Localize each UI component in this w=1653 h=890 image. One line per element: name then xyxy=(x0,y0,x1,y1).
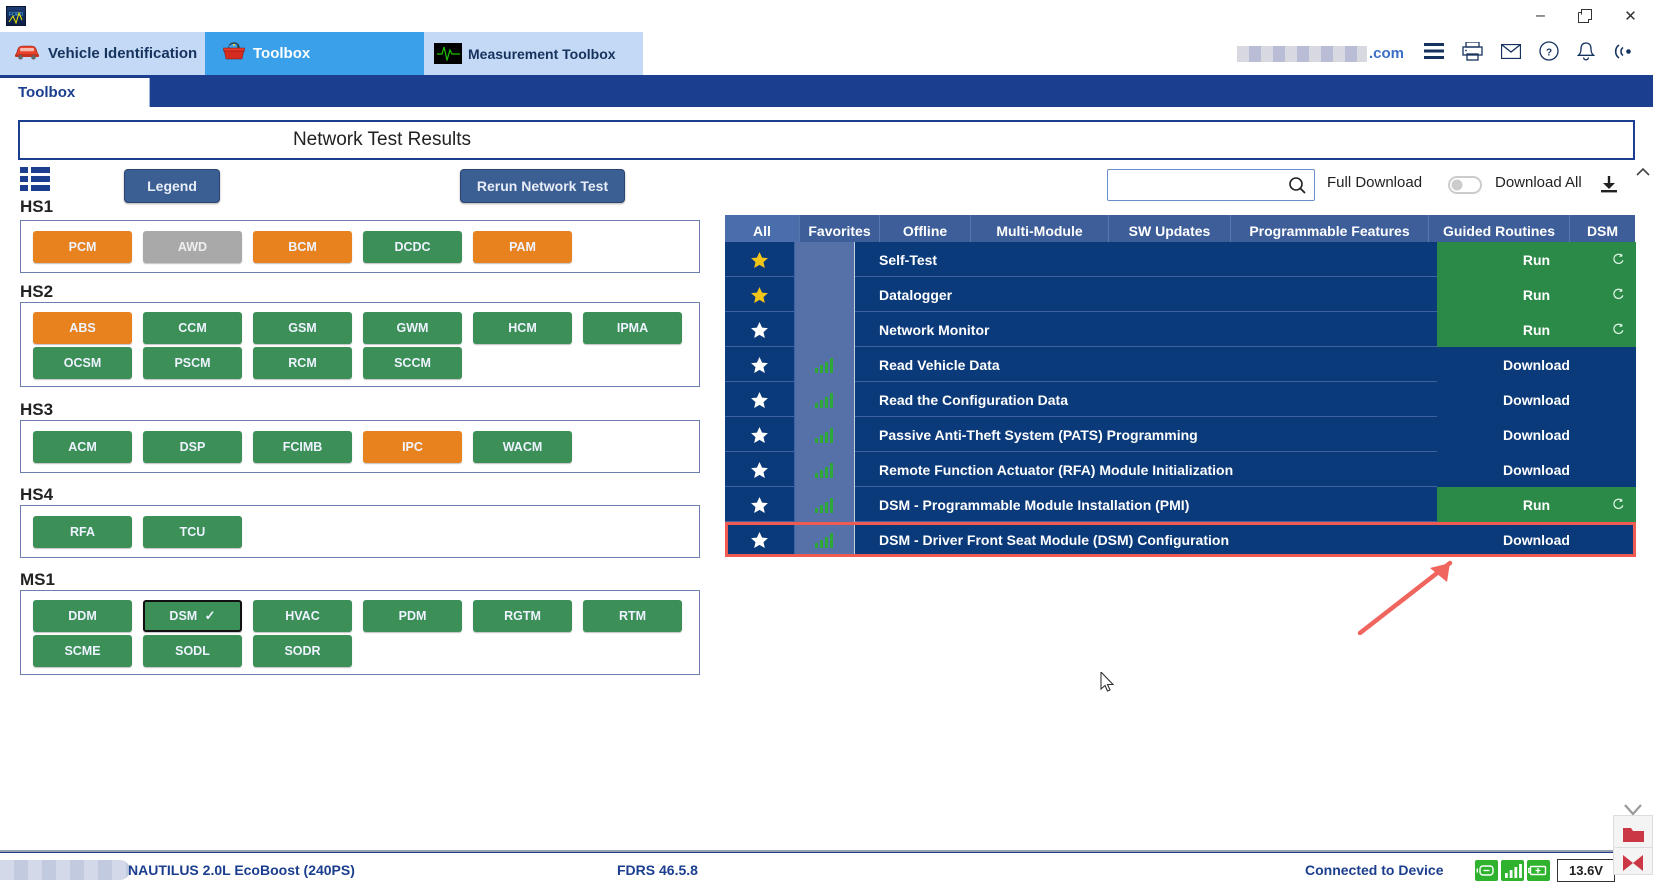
svg-text:?: ? xyxy=(1546,48,1552,59)
svg-text:FORD: FORD xyxy=(9,12,24,18)
